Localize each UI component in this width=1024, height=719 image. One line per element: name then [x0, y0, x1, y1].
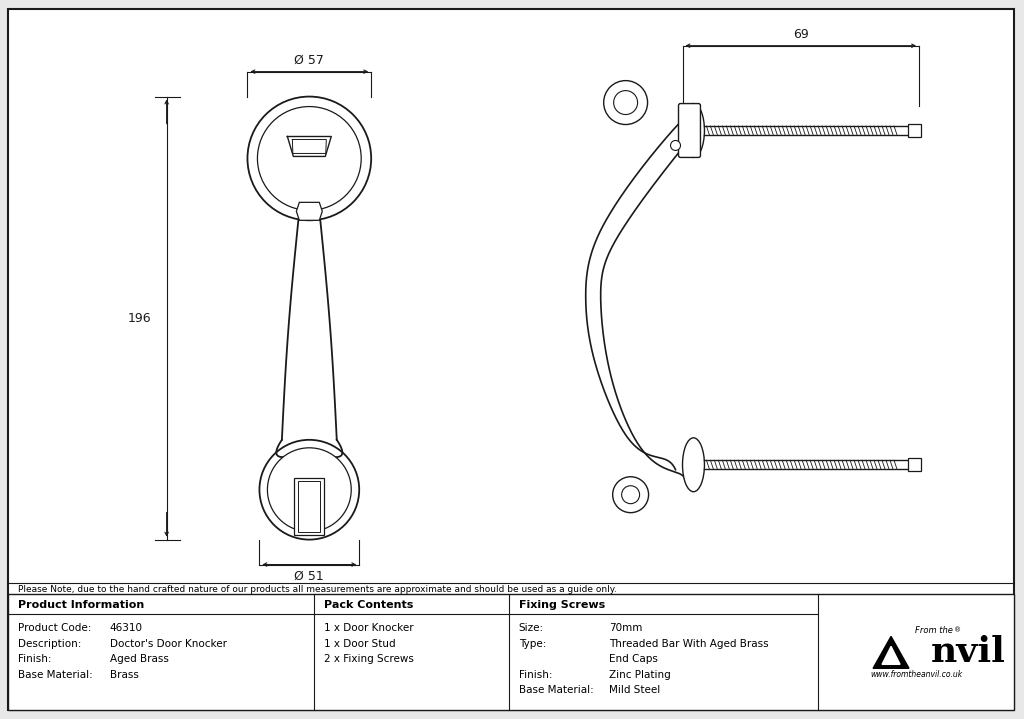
Text: Ø 51: Ø 51	[295, 569, 325, 582]
Circle shape	[612, 477, 648, 513]
Bar	[908, 458, 921, 471]
Text: Base Material:: Base Material:	[18, 670, 93, 679]
Circle shape	[613, 91, 638, 114]
Text: Threaded Bar With Aged Brass: Threaded Bar With Aged Brass	[608, 639, 768, 649]
Text: Fixing Screws: Fixing Screws	[519, 600, 605, 610]
Polygon shape	[873, 636, 909, 669]
Text: Base Material:: Base Material:	[519, 685, 594, 695]
Text: Finish:: Finish:	[519, 670, 552, 679]
Text: nvil: nvil	[931, 636, 1006, 669]
Text: 1 x Door Knocker: 1 x Door Knocker	[325, 623, 414, 633]
Circle shape	[671, 140, 681, 150]
Ellipse shape	[683, 104, 705, 157]
Circle shape	[259, 440, 359, 539]
Text: Size:: Size:	[519, 623, 544, 633]
Circle shape	[248, 96, 371, 220]
Text: 69: 69	[793, 28, 809, 41]
Text: Product Code:: Product Code:	[18, 623, 91, 633]
Text: Product Information: Product Information	[18, 600, 144, 610]
Text: Brass: Brass	[110, 670, 138, 679]
Text: 1 x Door Stud: 1 x Door Stud	[325, 639, 396, 649]
Text: Type:: Type:	[519, 639, 546, 649]
Text: www.fromtheanvil.co.uk: www.fromtheanvil.co.uk	[870, 670, 963, 679]
Text: End Caps: End Caps	[608, 654, 657, 664]
Ellipse shape	[683, 438, 705, 492]
Circle shape	[257, 106, 361, 211]
Bar	[908, 124, 921, 137]
Bar	[8, 595, 1014, 710]
Text: ®: ®	[954, 628, 962, 633]
Text: From the: From the	[915, 626, 953, 635]
Text: Zinc Plating: Zinc Plating	[608, 670, 671, 679]
Polygon shape	[293, 157, 326, 202]
Polygon shape	[882, 646, 900, 664]
Text: Aged Brass: Aged Brass	[110, 654, 169, 664]
Text: Please Note, due to the hand crafted nature of our products all measurements are: Please Note, due to the hand crafted nat…	[18, 585, 616, 594]
Bar	[298, 481, 321, 531]
Text: Ø 57: Ø 57	[294, 54, 325, 67]
Text: 70mm: 70mm	[608, 623, 642, 633]
Bar	[294, 477, 325, 535]
Polygon shape	[282, 220, 337, 440]
Text: Mild Steel: Mild Steel	[608, 685, 659, 695]
Text: Finish:: Finish:	[18, 654, 51, 664]
Text: 2 x Fixing Screws: 2 x Fixing Screws	[325, 654, 414, 664]
Text: Doctor's Door Knocker: Doctor's Door Knocker	[110, 639, 226, 649]
Polygon shape	[296, 202, 323, 220]
Text: Description:: Description:	[18, 639, 81, 649]
FancyBboxPatch shape	[679, 104, 700, 157]
Circle shape	[267, 448, 351, 531]
Text: 46310: 46310	[110, 623, 142, 633]
Text: Pack Contents: Pack Contents	[325, 600, 414, 610]
Circle shape	[622, 486, 640, 504]
Text: 196: 196	[128, 311, 152, 324]
Circle shape	[604, 81, 647, 124]
